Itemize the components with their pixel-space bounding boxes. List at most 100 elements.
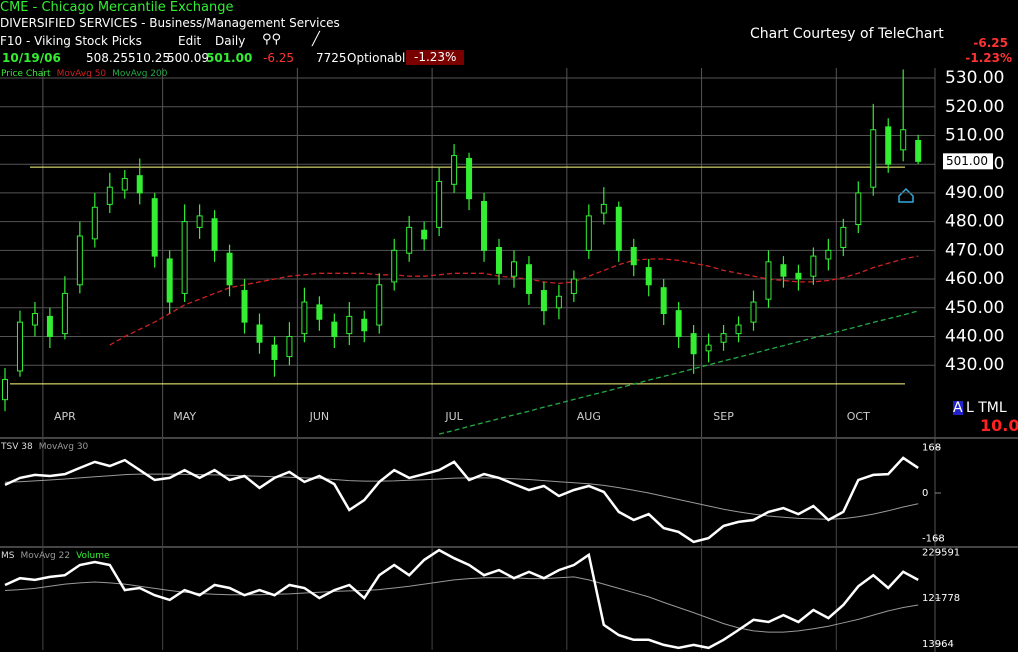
candle-body xyxy=(316,304,323,320)
candle-body xyxy=(301,301,308,335)
candle-body xyxy=(555,295,562,309)
y-tick-label: 0 xyxy=(922,488,928,499)
quote-close: 501.00 xyxy=(206,51,253,65)
candle-body xyxy=(466,157,473,200)
candle-body xyxy=(346,315,353,335)
candle-body xyxy=(510,261,517,277)
candle-body xyxy=(421,229,428,240)
candle-body xyxy=(900,129,907,151)
candle-body xyxy=(16,321,23,372)
candle-body xyxy=(675,310,682,337)
candle-body xyxy=(720,333,727,343)
x-tick-label: AUG xyxy=(577,410,601,423)
candle-body xyxy=(91,206,98,240)
candle-body xyxy=(181,221,188,294)
candle-body xyxy=(271,344,278,360)
last-price-box xyxy=(943,153,993,170)
quote-change-pct: -1.23% xyxy=(406,50,465,65)
change-right: -6.25 xyxy=(973,36,1008,50)
zoom-icons[interactable]: ⚲⚲ xyxy=(262,32,282,47)
period-select[interactable]: Daily xyxy=(215,34,246,48)
y-tick-label: 520.00 xyxy=(945,97,1004,117)
candle-body xyxy=(540,290,547,312)
candle-body xyxy=(226,252,233,286)
candle-body xyxy=(46,315,53,337)
candle-body xyxy=(855,192,862,226)
candle-body xyxy=(256,324,263,343)
panel xyxy=(4,456,919,544)
candle-body xyxy=(585,215,592,251)
sector: DIVERSIFIED SERVICES - Business/Manageme… xyxy=(0,16,340,30)
legend-entry: Volume xyxy=(76,551,110,561)
optionable: Optionable xyxy=(347,51,413,65)
quote-volume: 7725 xyxy=(316,51,347,65)
candle-body xyxy=(810,255,817,277)
candle-body xyxy=(915,140,922,162)
candle-body xyxy=(630,246,637,266)
candle-body xyxy=(735,324,742,335)
y-tick-label: 460.00 xyxy=(945,269,1004,289)
symbol: CME - Chicago Mercantile Exchange xyxy=(0,0,234,15)
candle-body xyxy=(615,206,622,251)
watchlist[interactable]: F10 - Viking Stock Picks xyxy=(0,34,142,48)
x-tick-label: APR xyxy=(54,410,76,423)
y-tick-label: 510.00 xyxy=(945,125,1004,145)
candle-body xyxy=(436,180,443,228)
candle-body xyxy=(31,313,38,326)
y-tick-label: 430.00 xyxy=(945,355,1004,375)
candle-body xyxy=(406,226,413,254)
candle-body xyxy=(600,203,607,214)
y-tick-label: 13964 xyxy=(922,639,954,650)
candle-body xyxy=(76,235,83,286)
quote-date: 10/19/06 xyxy=(2,51,61,65)
candle-body xyxy=(211,218,218,251)
last-price-label: 501.00 xyxy=(946,154,988,168)
legend: MS MovAvg 22 Volume xyxy=(1,551,110,561)
panel xyxy=(4,548,919,650)
legend: TSV 38 MovAvg 30 xyxy=(0,442,89,452)
series-line xyxy=(4,456,919,544)
edit-button[interactable]: Edit xyxy=(178,34,202,48)
x-tick-label: SEP xyxy=(713,410,734,423)
y-tick-label: 440.00 xyxy=(945,326,1004,346)
status-highlight[interactable]: A xyxy=(953,400,963,416)
series-line xyxy=(109,255,919,346)
candle-body xyxy=(451,155,458,185)
y-tick-label: 168 xyxy=(922,443,941,454)
candle-body xyxy=(196,215,203,228)
candle-body xyxy=(645,267,652,286)
legend: Price Chart MovAvg 50 MovAvg 200 xyxy=(1,69,168,79)
y-tick-label: -168 xyxy=(922,533,945,544)
candle-body xyxy=(121,178,128,191)
candle-body xyxy=(136,175,143,194)
candle-body xyxy=(481,201,488,251)
quote-open: 508.25 xyxy=(86,51,128,65)
y-tick-label: 500.00 xyxy=(945,154,1004,174)
quote-low: 500.09 xyxy=(167,51,209,65)
change-pct-right: -1.23% xyxy=(965,51,1012,65)
legend-entry: TSV 38 xyxy=(0,442,33,452)
candle-body xyxy=(780,264,787,277)
series-line xyxy=(4,576,919,633)
candle-body xyxy=(690,333,697,355)
candle-body xyxy=(765,261,772,300)
status-letters[interactable]: L TML xyxy=(966,400,1007,416)
draw-tool[interactable]: ╱ xyxy=(312,32,320,47)
legend-entry: MovAvg 50 xyxy=(57,69,107,79)
courtesy: Chart Courtesy of TeleChart xyxy=(750,26,944,42)
quote-change: -6.25 xyxy=(263,51,295,65)
x-tick-label: JUL xyxy=(444,410,463,423)
candle-body xyxy=(660,287,667,315)
series-line xyxy=(4,548,919,650)
legend-entry: MovAvg 22 xyxy=(20,551,70,561)
legend-title: Price Chart xyxy=(1,69,51,79)
candle-body xyxy=(840,226,847,248)
candle-body xyxy=(570,278,577,294)
candle-body xyxy=(525,264,532,294)
y-tick-label: 121778 xyxy=(922,593,960,604)
y-tick-label: 530.00 xyxy=(945,68,1004,88)
candle-body xyxy=(361,318,368,332)
candle-body xyxy=(750,301,757,323)
candle-body xyxy=(106,186,113,205)
